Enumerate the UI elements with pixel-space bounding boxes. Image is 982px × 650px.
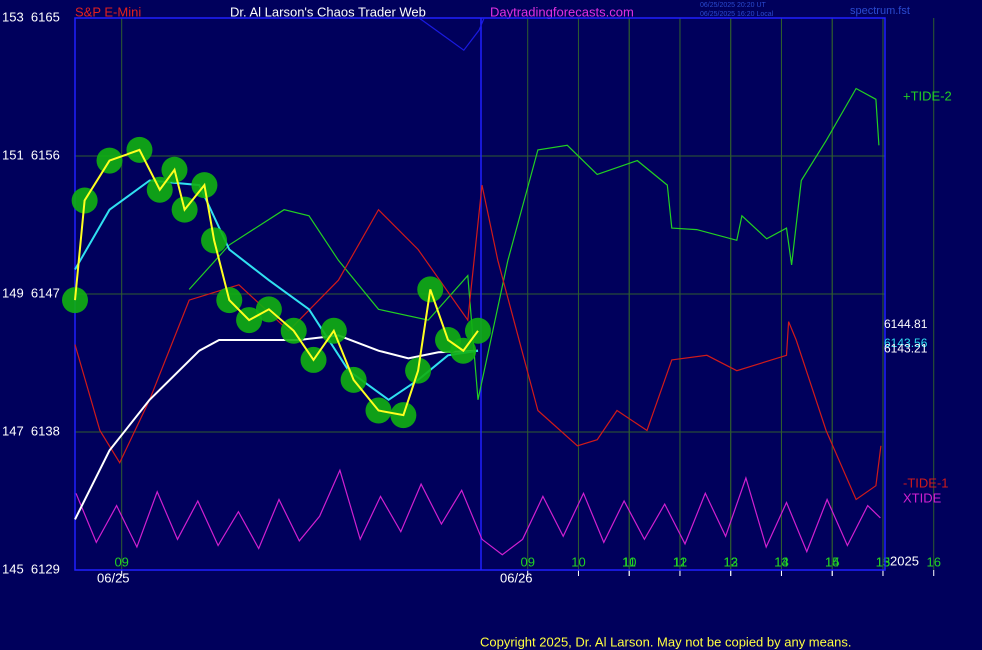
price-label: 6143.21 bbox=[884, 341, 928, 355]
series-line bbox=[74, 184, 882, 501]
y-tick-label: 151 6156 bbox=[2, 147, 60, 162]
copyright: Copyright 2025, Dr. Al Larson. May not b… bbox=[480, 634, 851, 649]
y-tick-label: 147 6138 bbox=[2, 423, 60, 438]
date-label: 06/25 bbox=[97, 570, 130, 585]
y-tick-label: 145 6129 bbox=[2, 561, 60, 576]
x-tick-label: 09 bbox=[520, 554, 534, 569]
x-tick-label: 12 bbox=[673, 554, 687, 569]
series-line bbox=[418, 17, 485, 52]
date-label: 06/26 bbox=[500, 570, 533, 585]
x-tick-label: 11 bbox=[622, 554, 636, 569]
y-tick-label: 153 6165 bbox=[2, 9, 60, 24]
price-blob bbox=[62, 287, 88, 314]
timestamp: 06/25/2025 16:20 Local bbox=[700, 11, 774, 18]
x-tick-label: 13 bbox=[876, 554, 890, 569]
year-label: 2025 bbox=[890, 553, 919, 568]
price-label: 6143.56 bbox=[884, 336, 928, 350]
x-tick-label: 16 bbox=[926, 554, 940, 569]
website: Daytradingforecasts.com bbox=[490, 4, 634, 19]
x-tick-label: 14 bbox=[774, 554, 788, 569]
price-label: 6144.81 bbox=[884, 317, 928, 331]
legend-label: -TIDE-1 bbox=[903, 475, 949, 490]
y-tick-label: 149 6147 bbox=[2, 285, 60, 300]
file-label: spectrum.fst bbox=[850, 5, 910, 17]
x-tick-label: 09 bbox=[114, 554, 128, 569]
legend-label: XTIDE bbox=[903, 490, 942, 505]
timestamp: 06/25/2025 20:20 UT bbox=[700, 2, 766, 9]
x-tick-label: 10 bbox=[571, 554, 585, 569]
legend-label: +TIDE-2 bbox=[903, 88, 952, 103]
x-tick-label: 13 bbox=[723, 554, 737, 569]
symbol: S&P E-Mini bbox=[75, 4, 141, 19]
series-line bbox=[75, 468, 881, 556]
series-line bbox=[74, 148, 479, 417]
series-line bbox=[188, 87, 880, 400]
x-tick-label: 15 bbox=[825, 554, 839, 569]
chart-title: Dr. Al Larson's Chaos Trader Web bbox=[230, 4, 426, 19]
